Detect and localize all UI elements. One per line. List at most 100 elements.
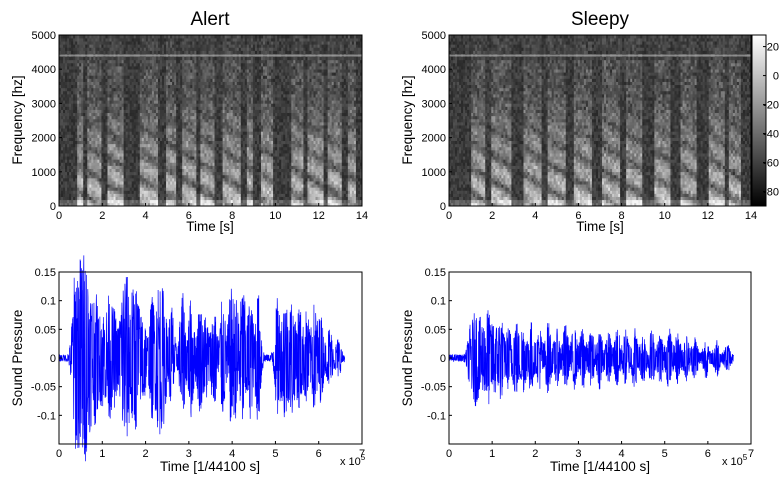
spectrogram-cell (117, 199, 120, 204)
spectrogram-cell (151, 35, 155, 39)
spectrogram-cell (210, 47, 213, 51)
spectrogram-cell (77, 199, 80, 204)
spectrogram-cell (59, 187, 62, 191)
spectrogram-cell (103, 87, 106, 92)
spectrogram-cell (162, 168, 165, 173)
spectrogram-cell (75, 115, 78, 120)
spectrogram-cell (166, 100, 169, 104)
spectrogram-cell (214, 171, 217, 176)
spectrogram-cell (93, 78, 96, 82)
spectrogram-cell (85, 59, 88, 64)
spectrogram-cell (151, 171, 155, 176)
spectrogram-cell (103, 35, 106, 39)
spectrogram-cell (236, 137, 240, 142)
spectrogram-cell (81, 181, 84, 185)
spectrogram-cell (226, 168, 229, 173)
spectrogram-cell (180, 174, 183, 179)
spectrogram-cell (77, 159, 80, 163)
spectrogram-cell (59, 122, 62, 126)
spectrogram-cell (202, 100, 205, 104)
spectrogram-cell (109, 118, 112, 123)
spectrogram-cell (170, 168, 173, 173)
spectrogram-cell (224, 134, 227, 138)
spectrogram-cell (202, 115, 205, 120)
spectrogram-cell (168, 56, 171, 61)
spectrogram-cell (147, 156, 151, 160)
spectrogram-cell (228, 165, 231, 169)
spectrogram-cell (204, 187, 207, 191)
spectrogram-cell (220, 150, 223, 154)
spectrogram-cell (107, 153, 110, 157)
spectrogram-cell (131, 103, 135, 107)
spectrogram-cell (180, 62, 183, 67)
spectrogram-cell (61, 153, 64, 157)
spectrogram-cell (127, 115, 130, 120)
spectrogram-cell (216, 69, 219, 73)
spectrogram-cell (113, 131, 116, 135)
spectrogram-cell (119, 109, 122, 114)
spectrogram-cell (83, 72, 86, 76)
spectrogram-cell (151, 174, 155, 179)
spectrogram-cell (190, 199, 193, 204)
spectrogram-cell (206, 168, 209, 173)
spectrogram-cell (111, 181, 114, 185)
spectrogram-cell (65, 174, 68, 179)
spectrogram-cell (127, 199, 130, 204)
spectrogram-cell (113, 94, 116, 98)
spectrogram-cell (135, 90, 139, 95)
spectrogram-cell (216, 134, 219, 138)
spectrogram-cell (226, 143, 229, 148)
spectrogram-cell (145, 84, 149, 89)
spectrogram-cell (95, 56, 98, 61)
spectrogram-cell (93, 193, 96, 197)
spectrogram-cell (105, 193, 108, 197)
spectrogram-cell (170, 143, 173, 148)
spectrogram-cell (131, 100, 135, 104)
spectrogram-cell (190, 90, 193, 95)
spectrogram-cell (222, 75, 225, 79)
spectrogram-cell (224, 97, 227, 101)
spectrogram-cell (147, 193, 151, 197)
spectrogram-cell (103, 125, 106, 129)
spectrogram-cell (77, 103, 80, 107)
spectrogram-cell (69, 103, 72, 107)
spectrogram-cell (222, 84, 225, 89)
spectrogram-cell (192, 69, 195, 73)
spectrogram-cell (149, 59, 153, 64)
spectrogram-cell (220, 184, 223, 188)
spectrogram-cell (176, 165, 179, 169)
spectrogram-cell (214, 153, 217, 157)
spectrogram-cell (206, 84, 209, 89)
spectrogram-cell (186, 168, 189, 173)
spectrogram-cell (155, 75, 159, 79)
spectrogram-cell (198, 146, 201, 151)
spectrogram-cell (186, 106, 189, 110)
spectrogram-cell (63, 84, 66, 89)
spectrogram-cell (204, 78, 207, 82)
spectrogram-cell (206, 56, 209, 61)
spectrogram-cell (61, 59, 64, 64)
spectrogram-cell (61, 137, 64, 142)
spectrogram-cell (63, 156, 66, 160)
spectrogram-cell (99, 78, 102, 82)
spectrogram-cell (240, 171, 244, 176)
spectrogram-cell (182, 174, 185, 179)
spectrogram-cell (220, 69, 223, 73)
spectrogram-cell (192, 184, 195, 188)
spectrogram-cell (97, 56, 100, 61)
spectrogram-cell (238, 196, 242, 201)
spectrogram-cell (75, 75, 78, 79)
spectrogram-cell (168, 100, 171, 104)
spectrogram-cell (228, 78, 231, 82)
spectrogram-cell (121, 109, 124, 114)
spectrogram-cell (178, 112, 181, 117)
spectrogram-cell (103, 153, 106, 157)
spectrogram-cell (69, 62, 72, 67)
spectrogram-cell (153, 128, 157, 132)
spectrogram-cell (89, 156, 92, 160)
spectrogram-cell (208, 162, 211, 166)
spectrogram-cell (212, 56, 215, 61)
spectrogram-cell (168, 47, 171, 51)
spectrogram-cell (240, 106, 244, 110)
spectrogram-cell (182, 128, 185, 132)
